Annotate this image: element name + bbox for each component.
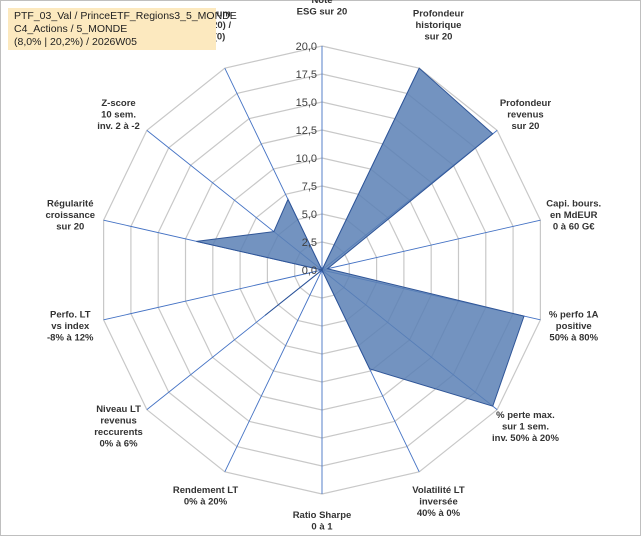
axis-label-line: Note [311, 0, 332, 6]
axis-label: Note ESG sur 20 [297, 0, 348, 18]
axis-label-line: ESG sur 20 [297, 7, 348, 18]
tick-label: 17,5 [296, 69, 317, 81]
axis-label-line: inversée [419, 497, 458, 508]
axis-label-line: Profondeur [500, 98, 551, 109]
tick-label: 2,5 [302, 237, 317, 249]
axis-spoke [321, 219, 541, 271]
axis-label: Régularité croissance sur 20 [45, 198, 95, 232]
axis-label-line: Régularité [47, 198, 93, 209]
axis-label-line: vs index [51, 321, 90, 332]
axis-label-line: en MdEUR [550, 210, 598, 221]
axis-label-line: Volatilité LT [412, 485, 465, 496]
axis-label: Ratio Sharpe 0 à 1 [293, 510, 352, 533]
axis-label-line: Perfo. LT [50, 310, 91, 321]
tick-label: 0,0 [302, 265, 317, 277]
info-line-stats: (8,0% | 20,2%) / 2026W05 [14, 36, 137, 48]
series-area [196, 67, 525, 407]
axis-label: Perfo. LT vs index -8% à 12% [47, 310, 94, 344]
axis-label: Rendement LT 0% à 20% [173, 485, 238, 508]
axis-label: Z-score 10 sem. inv. 2 à -2 [97, 98, 140, 132]
axis-label-line: % perte max. [496, 410, 555, 421]
axis-label-line: sur 20 [56, 221, 84, 232]
axis-label: Volatilité LT inversée 40% à 0% [412, 485, 465, 519]
axis-label-line: % perfo 1A [549, 310, 599, 321]
axis-label-line: Profondeur [413, 8, 464, 19]
axis-label-line: croissance [45, 210, 95, 221]
tick-label: 10,0 [296, 153, 317, 165]
axis-label-line: sur 1 sem. [502, 421, 549, 432]
info-line-portfolio: PTF_03_Val / PrinceETF_Regions3_5_MONDE [14, 10, 237, 22]
axis-label: Niveau LT revenus reccurents 0% à 6% [94, 404, 143, 450]
axis-label-line: 10 sem. [101, 110, 136, 121]
tick-layer: 0,0 2,5 5,0 7,5 10,0 12,5 15,0 17,5 20,0 [296, 41, 317, 277]
axis-label-line: revenus [100, 416, 136, 427]
axis-label-line: 0% à 6% [100, 439, 139, 450]
axis-label-line: 0 à 60 G€ [553, 221, 595, 232]
series-layer [196, 67, 525, 407]
axis-label: % perte max. sur 1 sem. inv. 50% à 20% [492, 410, 559, 444]
axis-label-line: Z-score [101, 98, 135, 109]
axis-label-line: sur 20 [511, 121, 539, 132]
axis-label-line: 0 à 1 [311, 522, 333, 533]
axis-label-line: inv. 2 à -2 [97, 121, 140, 132]
axis-label-line: reccurents [94, 427, 143, 438]
axis-label-line: Capi. bours. [546, 198, 601, 209]
axis-label-line: inv. 50% à 20% [492, 433, 559, 444]
axis-spoke [103, 269, 323, 321]
axis-label-line: -8% à 12% [47, 333, 94, 344]
axis-label: Capi. bours. en MdEUR 0 à 60 G€ [546, 198, 601, 232]
tick-label: 5,0 [302, 209, 317, 221]
axis-label-line: 0% à 20% [184, 497, 228, 508]
axis-label-line: Ratio Sharpe [293, 510, 352, 521]
tick-label: 15,0 [296, 97, 317, 109]
axis-label: % perfo 1A positive 50% à 80% [549, 310, 599, 344]
axis-label-line: historique [416, 20, 462, 31]
axis-label: Profondeur historique sur 20 [413, 8, 464, 42]
info-line-category: C4_Actions / 5_MONDE [14, 23, 128, 35]
axis-label: Profondeur revenus sur 20 [500, 98, 551, 132]
axis-label-line: revenus [507, 110, 543, 121]
tick-label: 20,0 [296, 41, 317, 53]
axis-label-line: sur 20 [424, 31, 452, 42]
axis-label-line: Rendement LT [173, 485, 238, 496]
axis-label-line: Niveau LT [96, 404, 141, 415]
axis-spoke [224, 269, 323, 473]
portfolio-info-box: PTF_03_Val / PrinceETF_Regions3_5_MONDE … [8, 8, 237, 50]
tick-label: 7,5 [302, 181, 317, 193]
tick-label: 12,5 [296, 125, 317, 137]
axis-label-line: 50% à 80% [549, 333, 598, 344]
axis-label-line: positive [556, 321, 592, 332]
axis-label-line: 40% à 0% [417, 508, 461, 519]
